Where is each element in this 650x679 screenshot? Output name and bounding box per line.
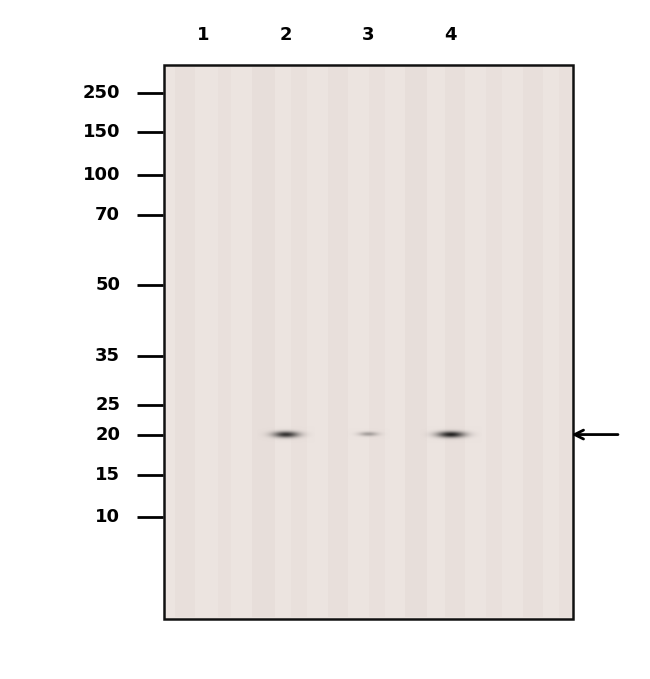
Bar xyxy=(328,67,348,617)
Text: 2: 2 xyxy=(280,26,292,44)
Text: 3: 3 xyxy=(362,26,375,44)
Bar xyxy=(369,67,385,617)
Bar xyxy=(523,67,543,617)
Text: 100: 100 xyxy=(83,166,120,184)
Bar xyxy=(559,67,572,617)
Bar xyxy=(218,67,231,617)
Bar xyxy=(164,65,573,619)
Text: 25: 25 xyxy=(96,397,120,414)
Bar xyxy=(252,67,274,617)
Text: 35: 35 xyxy=(96,347,120,365)
Text: 20: 20 xyxy=(96,426,120,443)
Bar xyxy=(176,67,195,617)
Bar xyxy=(404,67,428,617)
Text: 1: 1 xyxy=(196,26,209,44)
Text: 70: 70 xyxy=(96,206,120,223)
Text: 4: 4 xyxy=(444,26,457,44)
Bar xyxy=(445,67,465,617)
Text: 10: 10 xyxy=(96,509,120,526)
Bar xyxy=(486,67,502,617)
Text: 150: 150 xyxy=(83,123,120,141)
Text: 15: 15 xyxy=(96,466,120,484)
Text: 50: 50 xyxy=(96,276,120,293)
Bar xyxy=(291,67,307,617)
Text: 250: 250 xyxy=(83,84,120,102)
